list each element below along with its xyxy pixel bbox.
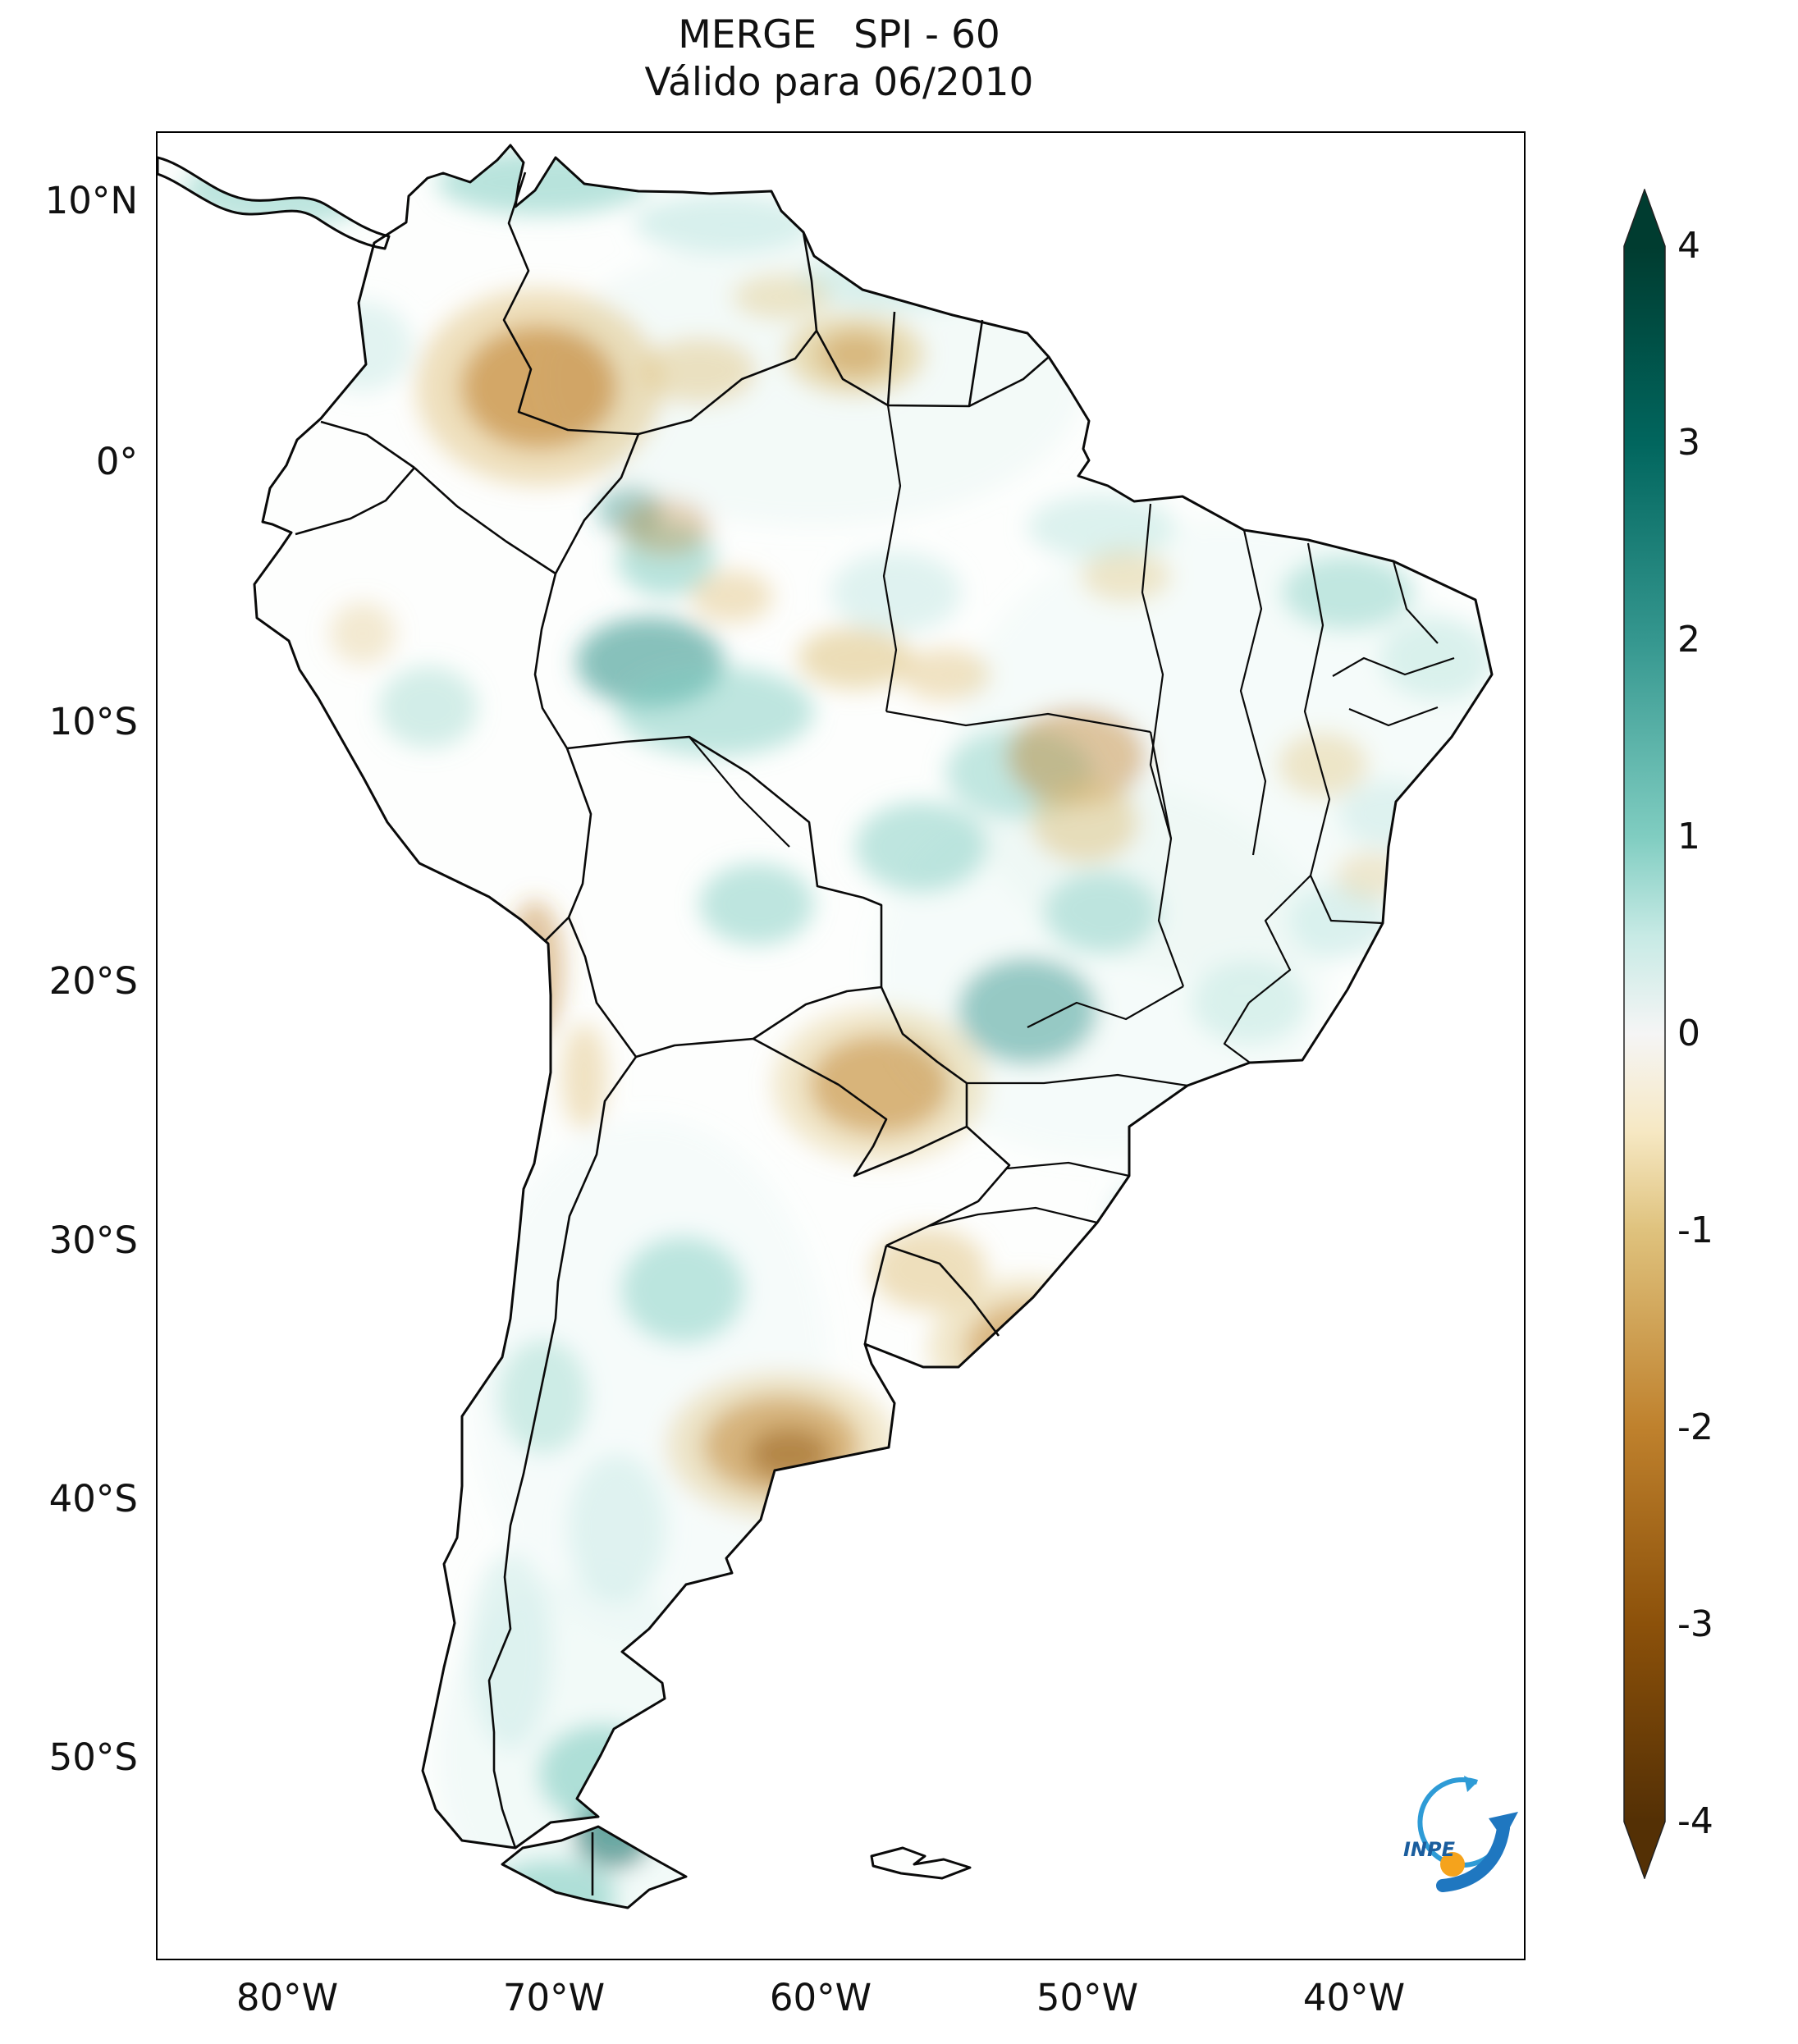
map-plot: INPE	[156, 131, 1526, 1960]
y-tick-10n: 10°N	[44, 179, 138, 222]
x-tick-70w: 70°W	[502, 1976, 606, 2019]
cb-tick-4: 4	[1677, 225, 1700, 267]
chart-title: MERGE SPI - 60	[678, 12, 1000, 57]
x-tick-60w: 60°W	[769, 1976, 872, 2019]
chart-subtitle: Válido para 06/2010	[644, 60, 1034, 105]
cb-tick-m2: -2	[1677, 1406, 1713, 1448]
inpe-logo-graphic: INPE	[1403, 1776, 1518, 1892]
state-borders	[689, 405, 1455, 1228]
y-tick-20s: 20°S	[48, 959, 138, 1003]
inpe-swirl-arc	[1417, 1776, 1503, 1868]
inpe-big-arrow-shaft	[1436, 1822, 1510, 1892]
inpe-big-arrowhead	[1489, 1812, 1518, 1840]
cb-tick-m4: -4	[1677, 1800, 1713, 1842]
cb-tick-0: 0	[1677, 1013, 1700, 1054]
colorbar	[1623, 189, 1666, 1879]
colorbar-gradient-bar	[1623, 189, 1666, 1879]
x-tick-50w: 50°W	[1036, 1976, 1139, 2019]
cb-tick-m1: -1	[1677, 1209, 1713, 1251]
country-borders	[295, 171, 1050, 1895]
cb-tick-3: 3	[1677, 422, 1700, 464]
inpe-logo-text: INPE	[1403, 1838, 1456, 1861]
y-tick-10s: 10°S	[48, 700, 138, 743]
x-tick-40w: 40°W	[1302, 1976, 1406, 2019]
cb-tick-m3: -3	[1677, 1603, 1713, 1645]
inpe-swirl-arrowhead	[1464, 1776, 1477, 1792]
y-tick-50s: 50°S	[48, 1735, 138, 1779]
inpe-logo: INPE	[1395, 1764, 1526, 1900]
cb-tick-1: 1	[1677, 816, 1700, 857]
cb-tick-2: 2	[1677, 619, 1700, 661]
south-america-map	[158, 144, 1494, 1909]
x-tick-80w: 80°W	[236, 1976, 339, 2019]
y-tick-0: 0°	[95, 440, 138, 483]
y-tick-30s: 30°S	[48, 1219, 138, 1262]
y-tick-40s: 40°S	[48, 1477, 138, 1520]
inpe-orange-ball	[1440, 1852, 1465, 1877]
